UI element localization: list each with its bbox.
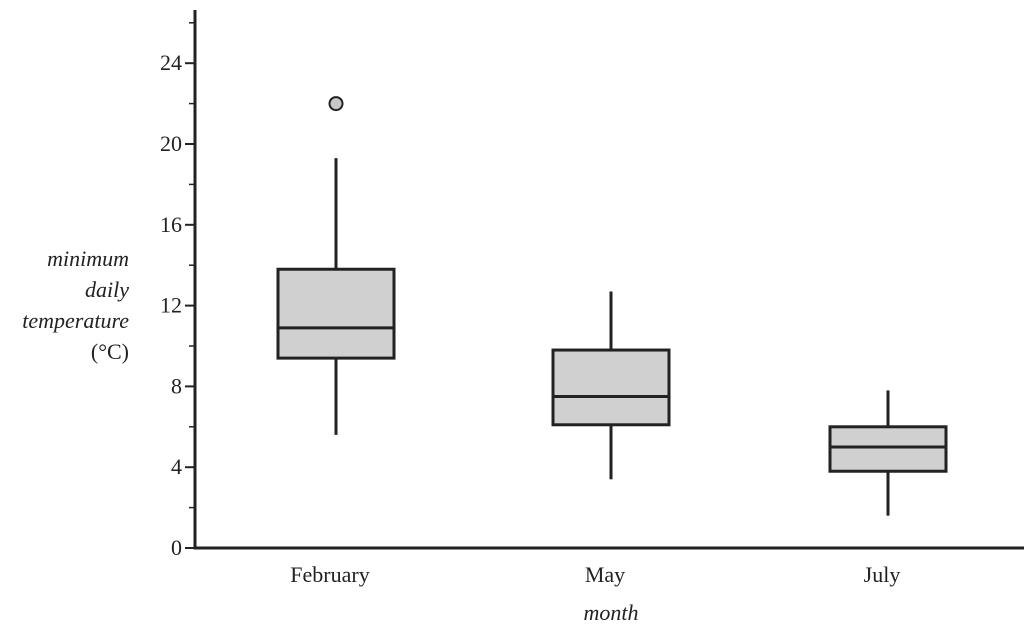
y-tick-label-24: 24	[160, 50, 182, 75]
box-may	[551, 348, 671, 427]
box-february	[276, 267, 396, 360]
y-tick-label-4: 4	[171, 454, 182, 479]
x-tick-label-may: May	[585, 562, 625, 587]
y-axis-title-line-3: temperature	[22, 308, 129, 333]
y-axis-title-unit: (°C)	[90, 339, 129, 364]
y-tick-label-20: 20	[160, 131, 182, 156]
y-tick-label-8: 8	[171, 373, 182, 398]
y-tick-label-0: 0	[171, 535, 182, 560]
x-axis-title: month	[584, 600, 639, 625]
x-tick-label-july: July	[864, 562, 901, 587]
y-axis-title-line-1: minimum	[47, 246, 129, 271]
outlier-point-february-0	[328, 96, 344, 112]
y-axis-title: minimum daily temperature (°C)	[22, 243, 129, 367]
y-tick-label-16: 16	[160, 212, 182, 237]
box-july	[828, 425, 948, 473]
y-tick-label-12: 12	[160, 293, 182, 318]
y-axis-title-line-2: daily	[85, 277, 129, 302]
x-tick-label-february: February	[290, 562, 369, 587]
